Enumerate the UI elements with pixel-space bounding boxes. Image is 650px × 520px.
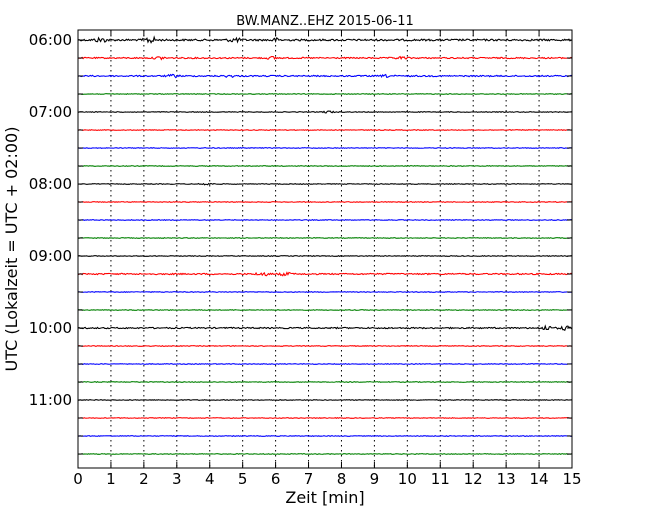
trace-0645: [77, 93, 573, 95]
y-axis-label: UTC (Lokalzeit = UTC + 02:00): [2, 127, 21, 372]
x-tick-label: 0: [73, 470, 83, 488]
y-axis-ticks: 06:00 07:00 08:00 09:00 10:00 11:00: [29, 31, 572, 455]
y-tick-label: 10:00: [29, 319, 72, 337]
trace-0730: [77, 147, 573, 149]
x-tick-label: 9: [370, 470, 380, 488]
y-tick-label: 11:00: [29, 391, 72, 409]
trace-0830: [77, 219, 573, 221]
x-tick-label: 7: [304, 470, 314, 488]
x-tick-label: 14: [530, 470, 549, 488]
y-tick-label: 06:00: [29, 31, 72, 49]
trace-0800: [77, 182, 573, 186]
seismic-traces: [77, 35, 573, 455]
x-tick-label: 11: [431, 470, 450, 488]
trace-0715: [77, 129, 573, 131]
y-tick-label: 09:00: [29, 247, 72, 265]
trace-0915: [77, 271, 573, 277]
trace-1045: [77, 380, 573, 383]
x-tick-label: 4: [205, 470, 215, 488]
trace-0615: [77, 55, 573, 61]
x-tick-label: 13: [497, 470, 516, 488]
trace-1115: [77, 417, 573, 420]
x-tick-label: 6: [271, 470, 281, 488]
trace-1030: [77, 363, 573, 365]
trace-0900: [77, 255, 573, 257]
trace-0930: [77, 291, 573, 293]
plot-frame: [77, 29, 573, 469]
x-tick-label: 5: [238, 470, 248, 488]
trace-0845: [77, 237, 573, 239]
x-tick-label: 8: [337, 470, 347, 488]
x-tick-label: 15: [562, 470, 581, 488]
trace-1015: [77, 345, 573, 347]
trace-0630: [77, 73, 573, 79]
x-axis-label: Zeit [min]: [285, 488, 364, 507]
x-axis-ticks: 0 1 2 3 4 5 6 7 8 9 10 11 12 13 14 15: [73, 30, 582, 488]
x-tick-label: 2: [139, 470, 149, 488]
trace-1000: [77, 324, 573, 332]
chart-title: BW.MANZ..EHZ 2015-06-11: [236, 14, 414, 29]
x-tick-label: 1: [106, 470, 116, 488]
trace-1130: [77, 435, 573, 437]
trace-0745: [77, 165, 573, 167]
trace-1100: [77, 399, 573, 401]
x-tick-label: 10: [398, 470, 417, 488]
trace-0815: [77, 201, 573, 203]
trace-0945: [77, 309, 573, 311]
trace-0700: [77, 110, 573, 114]
x-tick-label: 12: [464, 470, 483, 488]
trace-1145: [77, 453, 573, 455]
trace-0600: [77, 35, 573, 44]
y-tick-label: 08:00: [29, 175, 72, 193]
grid-lines: [110, 30, 540, 468]
y-tick-label: 07:00: [29, 103, 72, 121]
x-tick-label: 3: [172, 470, 182, 488]
